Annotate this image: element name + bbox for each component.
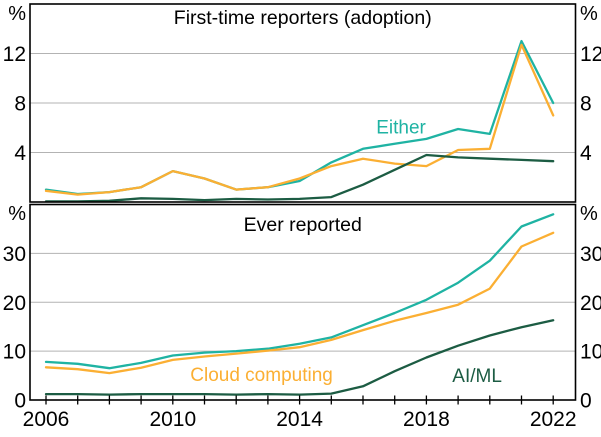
y-tick-label-right: 30 — [580, 243, 601, 266]
x-tick-label: 2014 — [276, 408, 323, 431]
series-label-cloud-computing: Cloud computing — [190, 365, 333, 386]
y-tick-label-left: 10 — [3, 341, 26, 364]
y-tick-label-left: 0 — [14, 390, 26, 413]
y-tick-label-right: 12 — [580, 43, 601, 66]
ai-ml-line — [44, 319, 555, 396]
percent-sign-right: % — [580, 3, 598, 25]
y-tick-label-left: 4 — [14, 142, 26, 165]
y-tick-label-left: 12 — [3, 43, 26, 66]
cloud-computing-line — [44, 43, 555, 196]
y-tick-label-right: 4 — [580, 142, 592, 165]
y-tick-label-right: 20 — [580, 292, 601, 315]
percent-sign-right: % — [580, 203, 598, 225]
x-tick-label: 2018 — [403, 408, 450, 431]
ai-ml-line — [44, 153, 555, 203]
x-tick-label: 2010 — [149, 408, 196, 431]
y-tick-label-left: 8 — [14, 93, 26, 116]
percent-sign-left: % — [8, 3, 26, 25]
cloud-computing-line — [44, 231, 555, 375]
y-tick-label-right: 0 — [580, 390, 592, 413]
y-tick-label-left: 20 — [3, 292, 26, 315]
percent-sign-left: % — [8, 203, 26, 225]
series-label-either: Either — [376, 118, 426, 139]
either-line — [44, 213, 555, 370]
series-label-ai-ml: AI/ML — [452, 366, 502, 387]
top-panel-border — [29, 3, 577, 203]
x-tick-label: 2006 — [23, 408, 70, 431]
bottom-panel-title: Ever reported — [244, 214, 362, 236]
y-tick-label-right: 8 — [580, 93, 592, 116]
y-tick-label-left: 30 — [3, 243, 26, 266]
x-tick-label: 2022 — [530, 408, 577, 431]
y-tick-label-right: 10 — [580, 341, 601, 364]
top-panel-title: First-time reporters (adoption) — [174, 7, 432, 29]
bottom-panel-border — [29, 203, 577, 401]
